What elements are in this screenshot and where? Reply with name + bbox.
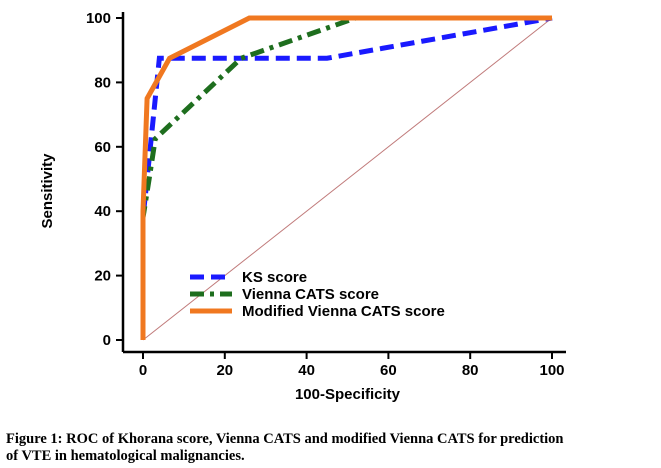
y-tick-label: 80 [94,74,111,91]
series-line-1 [140,15,553,340]
legend-label-3: Modified Vienna CATS score [242,303,445,320]
y-axis-title: Sensitivity [39,153,56,229]
reference-diagonal [142,17,553,341]
roc-chart: 0 20 40 60 80 100 0 20 40 60 80 100 100-Specificity… [39,10,566,403]
y-tick-label: 20 [94,268,111,285]
x-tick-label: 100 [539,362,564,379]
ticks: 0 20 40 60 80 100 0 20 40 60 80 100 [86,10,565,379]
y-tick-label: 100 [86,10,111,27]
x-axis-title: 100-Specificity [295,386,401,403]
figure-caption: Figure 1: ROC of Khorana score, Vienna C… [6,431,656,465]
x-tick-label: 80 [462,362,479,379]
caption-line-2: of VTE in hematological malignancies. [6,448,245,464]
x-tick-label: 20 [216,362,233,379]
x-tick-label: 60 [380,362,397,379]
y-tick-label: 0 [103,332,111,349]
caption-line-1: Figure 1: ROC of Khorana score, Vienna C… [6,431,564,447]
x-tick-label: 0 [139,362,147,379]
series-layer [140,15,553,340]
y-tick-label: 60 [94,139,111,156]
axes [121,12,566,354]
y-tick-label: 40 [94,203,111,220]
series-line-3 [140,15,552,340]
legend-label-1: KS score [242,269,307,286]
legend-label-2: Vienna CATS score [242,286,379,303]
x-tick-label: 40 [298,362,315,379]
